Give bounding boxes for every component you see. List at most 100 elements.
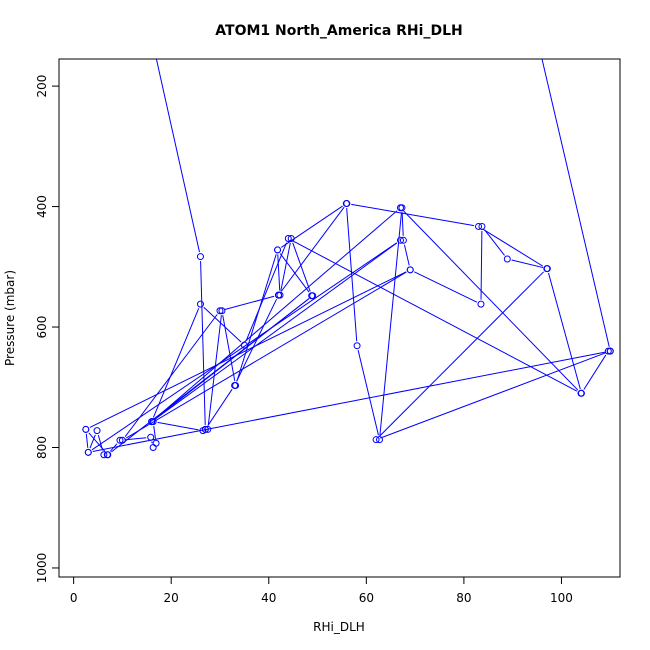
series-line-segment	[401, 212, 404, 236]
data-point	[231, 381, 239, 389]
data-point	[606, 347, 614, 355]
data-point	[604, 347, 612, 355]
series-line-segment	[280, 205, 343, 248]
data-point	[477, 300, 485, 308]
y-axis: 200 400 600 800 1000	[35, 75, 60, 584]
x-axis: 0 20 40 60 80 100	[70, 576, 573, 605]
data-point	[396, 236, 404, 244]
series-layer	[82, 59, 614, 459]
data-point	[196, 300, 204, 308]
y-axis-label: Pressure (mbar)	[3, 270, 17, 366]
y-tick-label: 800	[35, 436, 49, 459]
series-line-segment	[403, 244, 410, 266]
x-tick-label: 20	[164, 591, 179, 605]
series-line-segment	[207, 388, 233, 426]
data-point	[543, 265, 551, 273]
series-line-segment	[277, 254, 281, 291]
x-tick-label: 40	[261, 591, 276, 605]
series-line-segment	[541, 59, 610, 347]
chart-title: ATOM1 North_America RHi_DLH	[215, 23, 462, 39]
series-line-segment	[152, 308, 200, 418]
series-line-segment	[224, 295, 275, 311]
series-line-segment	[111, 298, 310, 453]
series-line-segment	[157, 421, 199, 431]
series-line-segment	[92, 351, 606, 452]
x-tick-label: 60	[359, 591, 374, 605]
series-line-segment	[482, 228, 544, 267]
x-tick-label: 80	[456, 591, 471, 605]
x-tick-label: 100	[550, 591, 573, 605]
data-point	[399, 236, 407, 244]
data-point	[478, 222, 486, 230]
series-line-segment	[414, 271, 478, 303]
series-line-segment	[153, 425, 156, 439]
data-point	[196, 253, 204, 261]
data-point	[240, 341, 248, 349]
series-line-segment	[292, 240, 578, 392]
series-line-segment	[207, 315, 222, 426]
data-point	[309, 292, 317, 300]
y-tick-label: 600	[35, 316, 49, 339]
data-point	[218, 307, 226, 315]
series-line-segment	[484, 229, 505, 256]
data-point	[148, 418, 156, 426]
series-line-segment	[511, 259, 544, 269]
series-line-segment	[124, 314, 218, 437]
data-point	[152, 439, 160, 447]
series-line-segment	[89, 271, 407, 428]
data-point	[287, 234, 295, 242]
data-point	[274, 246, 282, 254]
series-line-segment	[89, 434, 96, 449]
y-tick-label: 400	[35, 195, 49, 218]
series-line-segment	[292, 242, 311, 292]
series-line-segment	[155, 59, 200, 253]
data-point	[353, 342, 361, 350]
data-point	[275, 291, 283, 299]
data-point	[284, 234, 292, 242]
series-line-segment	[85, 433, 89, 448]
series-line-segment	[380, 352, 607, 439]
series-line-segment	[200, 261, 206, 425]
data-point	[372, 436, 380, 444]
data-point	[406, 266, 414, 274]
series-line-segment	[91, 242, 398, 451]
x-axis-label: RHi_DLH	[313, 620, 365, 634]
data-point	[503, 255, 511, 263]
series-line-segment	[222, 315, 236, 382]
plot-frame	[58, 58, 621, 578]
series-line-segment	[236, 298, 278, 382]
series-line-segment	[346, 208, 358, 342]
data-point	[376, 436, 384, 444]
data-point	[100, 451, 108, 459]
data-point	[204, 425, 212, 433]
series-line-segment	[155, 242, 398, 420]
series-line-segment	[154, 210, 398, 420]
y-tick-label: 200	[35, 75, 49, 98]
data-point	[118, 436, 126, 444]
series-line-segment	[236, 254, 277, 382]
data-point	[93, 427, 101, 435]
data-point	[84, 448, 92, 456]
data-point	[147, 433, 155, 441]
data-point	[475, 222, 483, 230]
data-point	[116, 436, 124, 444]
series-line-segment	[126, 271, 407, 439]
series-line-segment	[480, 230, 483, 300]
y-tick-label: 1000	[35, 553, 49, 584]
series-line-segment	[245, 242, 288, 342]
series-line-segment	[378, 271, 545, 437]
data-point	[216, 307, 224, 315]
data-point	[149, 444, 157, 451]
data-point	[577, 389, 585, 397]
x-tick-label: 0	[70, 591, 78, 605]
series-line-segment	[280, 206, 345, 292]
series-line-segment	[280, 242, 291, 291]
data-point	[396, 204, 404, 212]
series-line-segment	[351, 203, 475, 227]
data-point	[201, 425, 209, 433]
series-line-segment	[203, 306, 242, 343]
series-line-segment	[379, 212, 403, 436]
data-point	[82, 425, 90, 433]
series-line-segment	[583, 354, 607, 390]
